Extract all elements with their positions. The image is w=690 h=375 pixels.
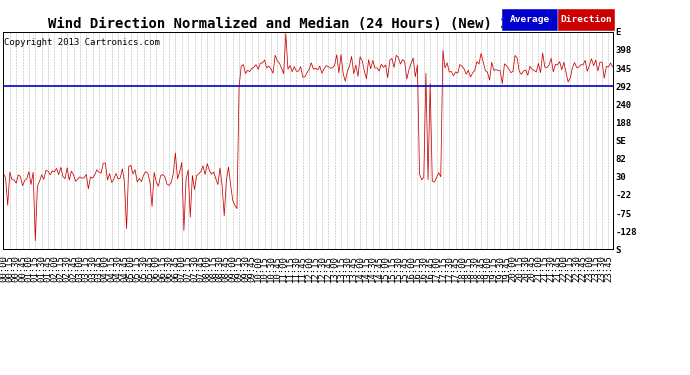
Text: Average: Average: [510, 15, 550, 24]
Text: Direction: Direction: [560, 15, 613, 24]
Title: Wind Direction Normalized and Median (24 Hours) (New) 20130325: Wind Direction Normalized and Median (24…: [48, 17, 568, 31]
Text: Copyright 2013 Cartronics.com: Copyright 2013 Cartronics.com: [4, 38, 160, 47]
